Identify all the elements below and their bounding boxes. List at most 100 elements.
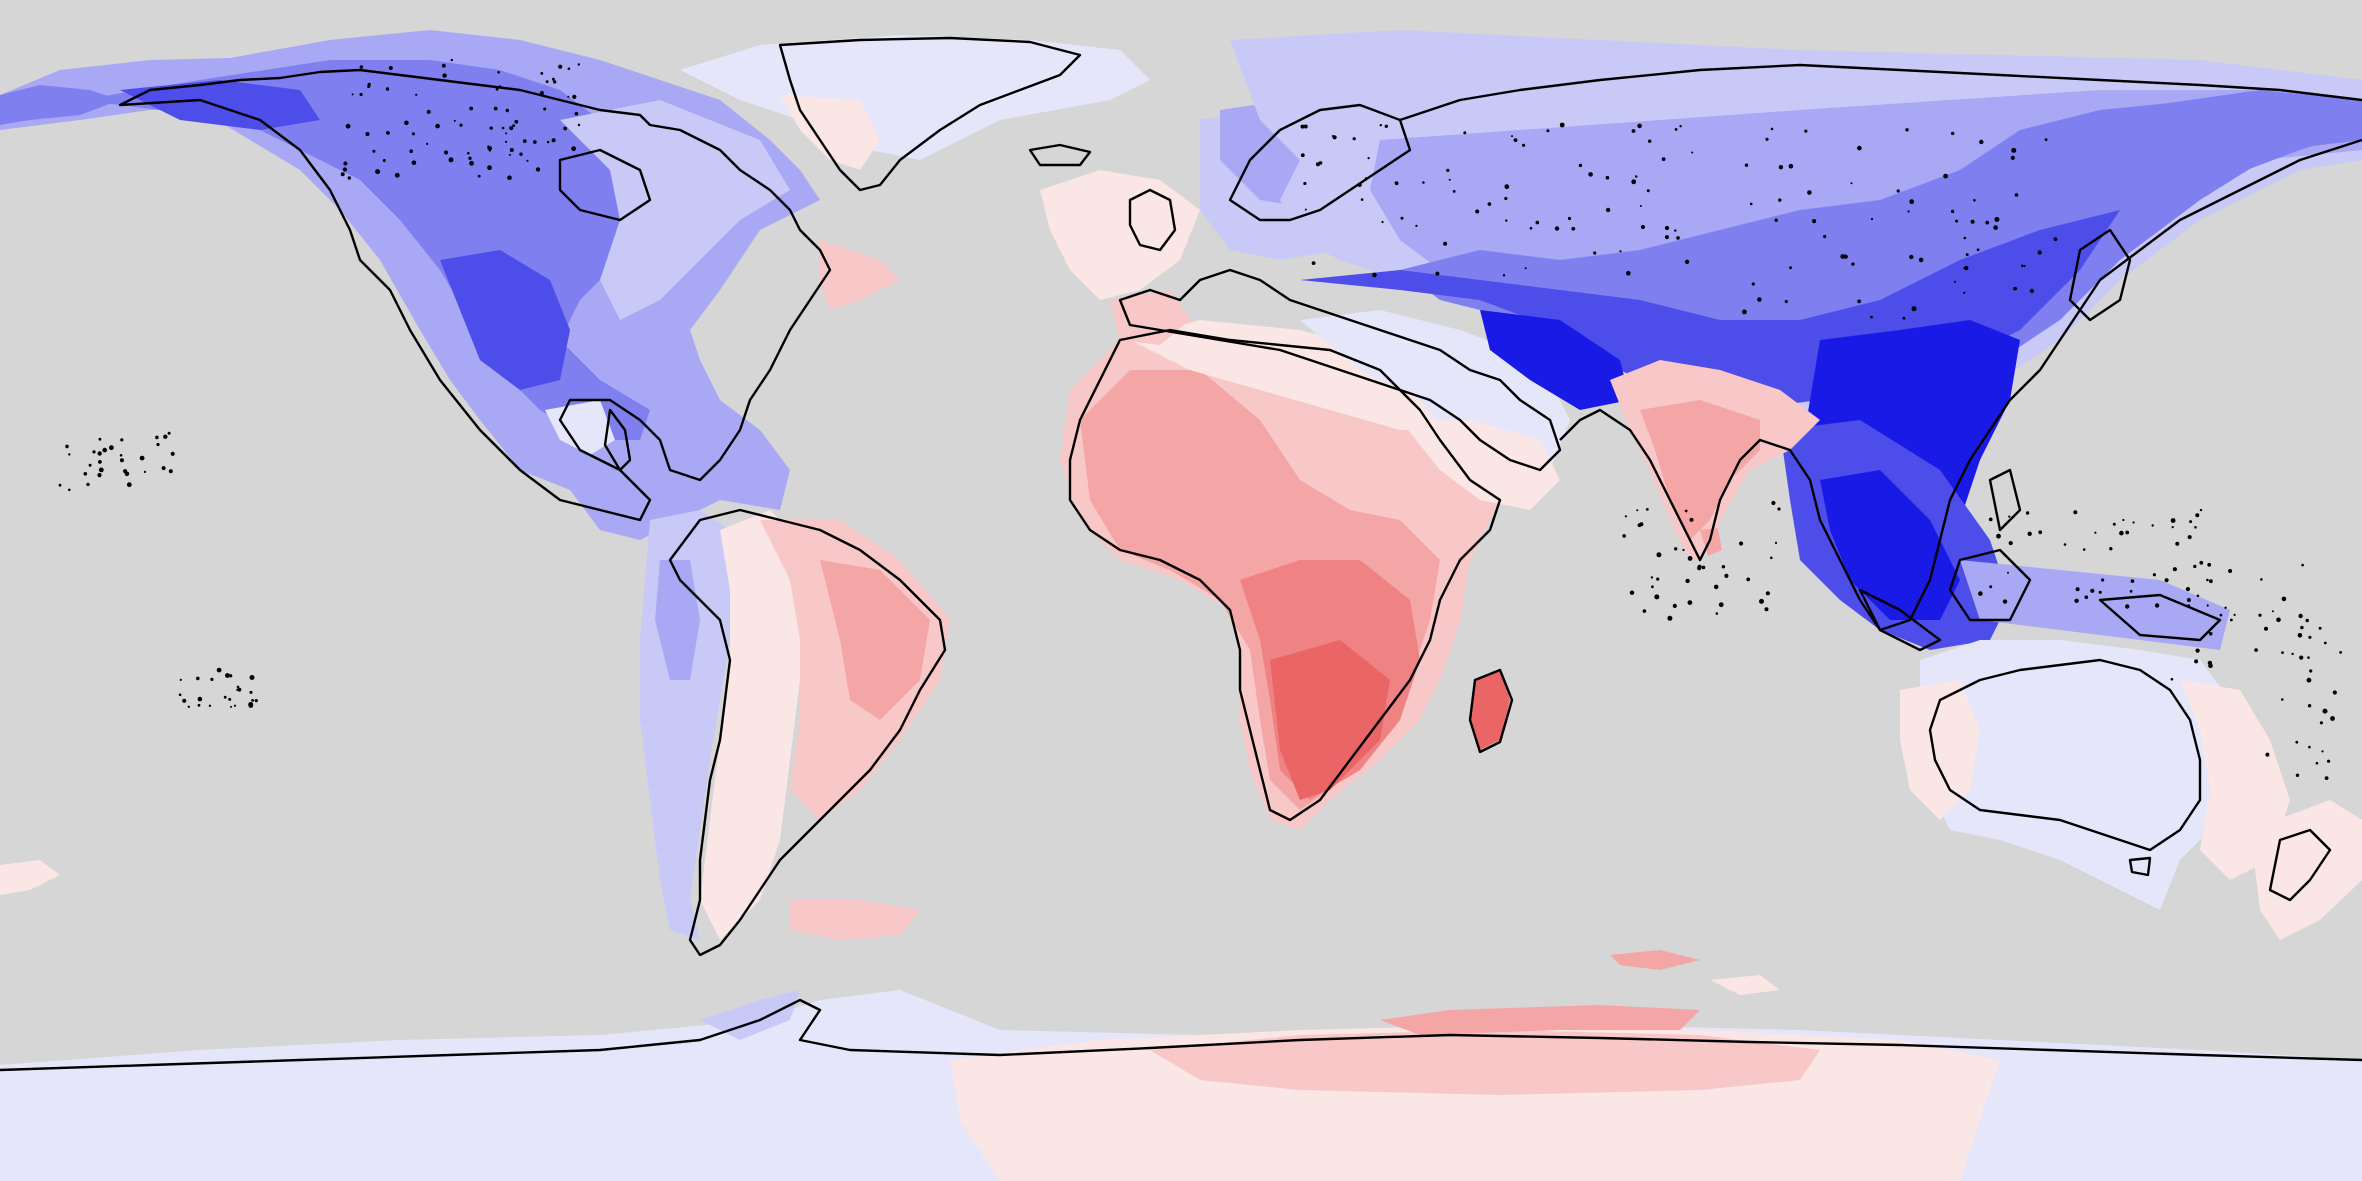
island-speck — [411, 132, 415, 136]
na-inner-2 — [440, 250, 570, 390]
island-speck — [2321, 750, 2324, 753]
island-speck — [1964, 265, 1969, 271]
island-speck — [505, 140, 508, 143]
island-speck — [1679, 125, 1682, 128]
island-speck — [2307, 704, 2312, 708]
island-specks — [58, 58, 2343, 780]
island-speck — [228, 674, 233, 678]
island-speck — [487, 145, 490, 148]
island-speck — [196, 676, 200, 681]
island-speck — [2297, 633, 2303, 638]
ant-red-2 — [1380, 1005, 1700, 1035]
island-speck — [2298, 613, 2303, 619]
island-speck — [2196, 594, 2200, 598]
island-speck — [1642, 609, 1647, 613]
island-speck — [2265, 752, 2270, 757]
island-speck — [2023, 265, 2026, 267]
island-speck — [2195, 648, 2200, 653]
island-speck — [2281, 698, 2284, 701]
island-speck — [98, 467, 104, 473]
island-speck — [1996, 533, 2001, 539]
india-red2 — [1640, 400, 1760, 540]
island-speck — [1452, 190, 1456, 193]
island-speck — [426, 109, 431, 114]
island-speck — [2300, 625, 2304, 630]
island-speck — [2295, 773, 2300, 777]
island-speck — [468, 156, 472, 160]
island-speck — [543, 107, 547, 111]
island-speck — [249, 675, 255, 680]
island-speck — [223, 695, 227, 699]
srilanka — [1700, 528, 1722, 556]
island-speck — [2075, 587, 2080, 592]
island-speck — [1667, 615, 1673, 621]
island-speck — [505, 132, 508, 135]
island-speck — [411, 160, 417, 165]
island-speck — [1691, 151, 1694, 154]
island-speck — [1588, 172, 1593, 177]
island-speck — [68, 453, 71, 456]
af-red4 — [1270, 640, 1390, 800]
island-speck — [2189, 520, 2193, 524]
island-speck — [156, 442, 160, 447]
island-speck — [2008, 515, 2011, 518]
island-speck — [1840, 254, 1846, 259]
island-speck — [415, 93, 418, 96]
island-speck — [477, 174, 481, 178]
island-speck — [340, 172, 345, 177]
island-speck — [509, 148, 514, 152]
island-speck — [1749, 202, 1753, 206]
island-speck — [2276, 617, 2281, 623]
island-speck — [359, 65, 364, 69]
sa-red2 — [820, 560, 930, 720]
island-speck — [1631, 179, 1637, 185]
island-speck — [450, 58, 453, 62]
island-speck — [551, 138, 556, 143]
island-speck — [1989, 585, 1993, 589]
island-speck — [1976, 248, 1980, 252]
island-speck — [1742, 309, 1747, 315]
sa-patagonia-red — [790, 900, 920, 940]
island-speck — [233, 704, 237, 707]
island-speck — [2194, 526, 2197, 529]
island-speck — [539, 91, 544, 95]
island-speck — [501, 126, 505, 130]
island-speck — [1629, 590, 1635, 595]
island-speck — [1559, 122, 1565, 128]
island-speck — [2193, 564, 2197, 569]
island-speck — [182, 698, 187, 703]
island-speck — [1770, 556, 1773, 560]
island-speck — [1648, 139, 1652, 143]
island-speck — [2010, 155, 2015, 160]
island-speck — [1605, 207, 1611, 213]
island-speck — [2306, 677, 2312, 683]
island-speck — [1774, 541, 1778, 545]
island-speck — [347, 176, 351, 180]
af-north-pale — [1130, 320, 1460, 430]
madagascar-red — [1470, 670, 1510, 750]
island-speck — [1571, 226, 1576, 231]
island-speck — [1664, 225, 1670, 231]
island-speck — [1415, 224, 1418, 227]
island-speck — [409, 149, 414, 153]
island-speck — [1963, 236, 1967, 240]
island-speck — [124, 471, 130, 477]
island-speck — [2208, 663, 2213, 669]
island-speck — [1511, 135, 1513, 138]
island-speck — [1850, 182, 1853, 185]
ant-red-1 — [1150, 1030, 1820, 1095]
island-speck — [1640, 224, 1645, 230]
island-speck — [2260, 578, 2263, 581]
island-speck — [540, 72, 544, 75]
island-speck — [2271, 610, 2274, 613]
island-speck — [2208, 631, 2213, 636]
island-speck — [1682, 548, 1685, 552]
island-speck — [1622, 534, 1626, 538]
island-speck — [519, 152, 523, 156]
island-speck — [505, 108, 509, 113]
island-speck — [1656, 577, 1660, 581]
island-speck — [1463, 131, 1467, 135]
island-speck — [1689, 517, 1694, 522]
island-speck — [179, 678, 182, 682]
island-speck — [1513, 138, 1518, 143]
